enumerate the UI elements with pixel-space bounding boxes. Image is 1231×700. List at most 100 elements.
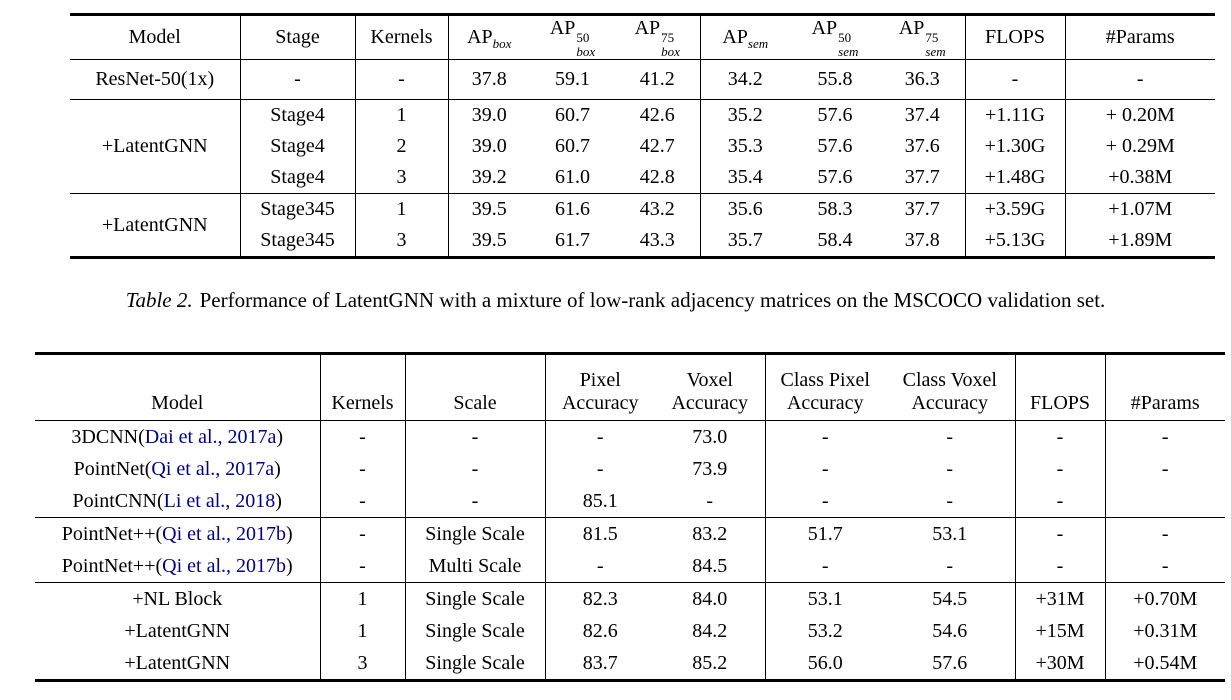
pixel-acc-cell: 83.7 — [544, 647, 655, 681]
flops-cell: +15M — [1014, 615, 1105, 647]
scale-cell: Multi Scale — [404, 550, 545, 583]
kernels-cell: 1 — [319, 615, 405, 647]
class-voxel-acc-cell: - — [946, 489, 954, 512]
kernels-cell: 1 — [354, 99, 448, 131]
ap-sem50-cell: 55.8 — [817, 68, 853, 91]
table-row-latentgnn-k3: +LatentGNN 3 Single Scale 83.7 85.2 56.0… — [35, 647, 1225, 681]
table-row-nl-block: +NL Block 1 Single Scale 82.3 84.0 53.1 … — [35, 582, 1225, 615]
ap-sup: 50 — [838, 30, 852, 45]
params-cell: - — [1104, 517, 1225, 550]
citation-link[interactable]: Li et al., 2018 — [163, 489, 276, 512]
scale-cell: Single Scale — [404, 517, 545, 550]
citation-link[interactable]: Qi et al., 2017b — [162, 554, 287, 577]
col-header-model: Model — [35, 353, 320, 421]
class-pixel-acc-cell: - — [764, 485, 885, 518]
scale-cell: - — [404, 453, 545, 485]
flops-cell: +3.59G — [964, 193, 1065, 225]
col-header-flops: FLOPS — [1014, 353, 1105, 421]
scale-cell: Single Scale — [404, 647, 545, 681]
ap-label: AP — [634, 17, 661, 39]
model-cell: +LatentGNN — [70, 99, 240, 194]
model-name: ) — [286, 554, 293, 577]
params-cell: +1.07M — [1064, 193, 1215, 225]
ap-sem75-cell: 37.8 — [904, 229, 940, 252]
ap-label: AP — [898, 17, 925, 39]
kernels-cell: 1 — [354, 193, 448, 225]
model-cell: PointNet(Qi et al., 2017a) — [35, 453, 320, 485]
pixel-acc-cell: 82.3 — [544, 582, 655, 615]
ap-box-cell: 39.5 — [447, 193, 530, 225]
col-header-voxel-accuracy: Voxel Accuracy — [655, 353, 765, 421]
kernels-cell: - — [319, 420, 405, 453]
voxel-acc-cell: 73.9 — [692, 457, 728, 480]
ap-box75-cell: 42.7 — [639, 135, 675, 158]
ap-sem-cell: 35.4 — [699, 162, 790, 194]
params-cell: +0.70M — [1104, 582, 1225, 615]
ap-box75-cell: 43.3 — [639, 229, 675, 252]
class-voxel-acc-cell: - — [946, 554, 954, 577]
ap-box75-cell: 42.8 — [639, 166, 675, 189]
pixel-acc-cell: - — [544, 453, 655, 485]
flops-cell: +1.30G — [964, 131, 1065, 162]
ap-box75-cell: 43.2 — [615, 193, 700, 225]
pixel-acc-cell: 81.5 — [544, 517, 655, 550]
class-pixel-acc-cell: 53.1 — [764, 582, 885, 615]
col-header-ap-box-50: AP 50 box — [530, 14, 615, 60]
ap-box-sub: box — [661, 44, 680, 59]
table2-caption-text: Performance of LatentGNN with a mixture … — [199, 288, 1106, 312]
ap-box-sub: box — [576, 44, 596, 59]
kernels-cell: 3 — [354, 162, 448, 194]
col-header-ap-sem-75: AP 75 sem — [880, 14, 965, 60]
model-name: ) — [275, 489, 282, 512]
stage-cell: Stage4 — [239, 131, 355, 162]
voxel-acc-cell: - — [706, 489, 714, 512]
model-cell: +LatentGNN — [124, 651, 231, 674]
table-row-stage4-k1: +LatentGNN Stage4 1 39.0 60.7 42.6 35.2 … — [70, 99, 1215, 194]
params-cell — [1104, 485, 1225, 518]
citation-link[interactable]: Dai et al., 2017a — [144, 425, 277, 448]
col-header-ap-box-75: AP 75 box — [615, 14, 700, 60]
params-cell: +0.31M — [1104, 615, 1225, 647]
model-name: ) — [276, 425, 284, 448]
table2-caption: Table 2. Performance of LatentGNN with a … — [0, 288, 1231, 313]
col-header-pixel-accuracy: Pixel Accuracy — [544, 353, 655, 421]
ap-box-cell: 39.0 — [447, 131, 530, 162]
model-cell: PointCNN(Li et al., 2018) — [35, 485, 320, 518]
flops-cell: +30M — [1014, 647, 1105, 681]
ap-sem-cell: 35.2 — [699, 99, 790, 131]
ap-label: AP — [811, 17, 838, 39]
class-voxel-acc-cell: 57.6 — [932, 651, 968, 674]
ap-sem75-cell: 37.6 — [904, 135, 940, 158]
citation-link[interactable]: Qi et al., 2017b — [162, 522, 287, 545]
col-header-flops: FLOPS — [964, 14, 1065, 60]
model-name: ) — [274, 457, 281, 480]
params-cell: - — [1064, 59, 1215, 100]
flops-cell: +5.13G — [964, 225, 1065, 258]
ap-sem-cell: 35.7 — [699, 225, 790, 258]
ap-sem50-cell: 57.6 — [817, 166, 853, 189]
ap-sem50-cell: 57.6 — [790, 99, 880, 131]
mscoco-results-table: Model Stage Kernels APbox AP 50 box AP 75 bo… — [70, 13, 1215, 259]
ap-sup: 75 — [661, 30, 675, 45]
ap-sup: 50 — [576, 30, 590, 45]
stage-cell: Stage4 — [239, 99, 355, 131]
kernels-cell: 3 — [354, 225, 448, 258]
table-row-latentgnn-k1: +LatentGNN 1 Single Scale 82.6 84.2 53.2… — [35, 615, 1225, 647]
pixel-acc-cell: - — [544, 550, 655, 583]
params-cell: +0.54M — [1104, 647, 1225, 681]
table-row-3dcnn: 3DCNN(Dai et al., 2017a) - - - 73.0 - - … — [35, 420, 1225, 453]
flops-cell: - — [1014, 517, 1105, 550]
class-pixel-acc-cell: 53.2 — [764, 615, 885, 647]
col-header-class-voxel-accuracy: Class Voxel Accuracy — [885, 353, 1015, 421]
kernels-cell: - — [354, 59, 448, 100]
ap-label: AP — [722, 26, 748, 49]
model-name: 3DCNN( — [71, 425, 145, 448]
ap-sem-sub: sem — [838, 44, 859, 59]
citation-link[interactable]: Qi et al., 2017a — [151, 457, 275, 480]
table-row-pointnetpp-single: PointNet++(Qi et al., 2017b) - Single Sc… — [35, 517, 1225, 550]
class-pixel-acc-cell: - — [764, 453, 885, 485]
table-row-pointnetpp-multi: PointNet++(Qi et al., 2017b) - Multi Sca… — [35, 550, 1225, 583]
ap-sem75-cell: 37.4 — [880, 99, 965, 131]
ap-box50-cell: 61.6 — [530, 193, 615, 225]
ap-sem75-cell: 36.3 — [904, 68, 940, 91]
